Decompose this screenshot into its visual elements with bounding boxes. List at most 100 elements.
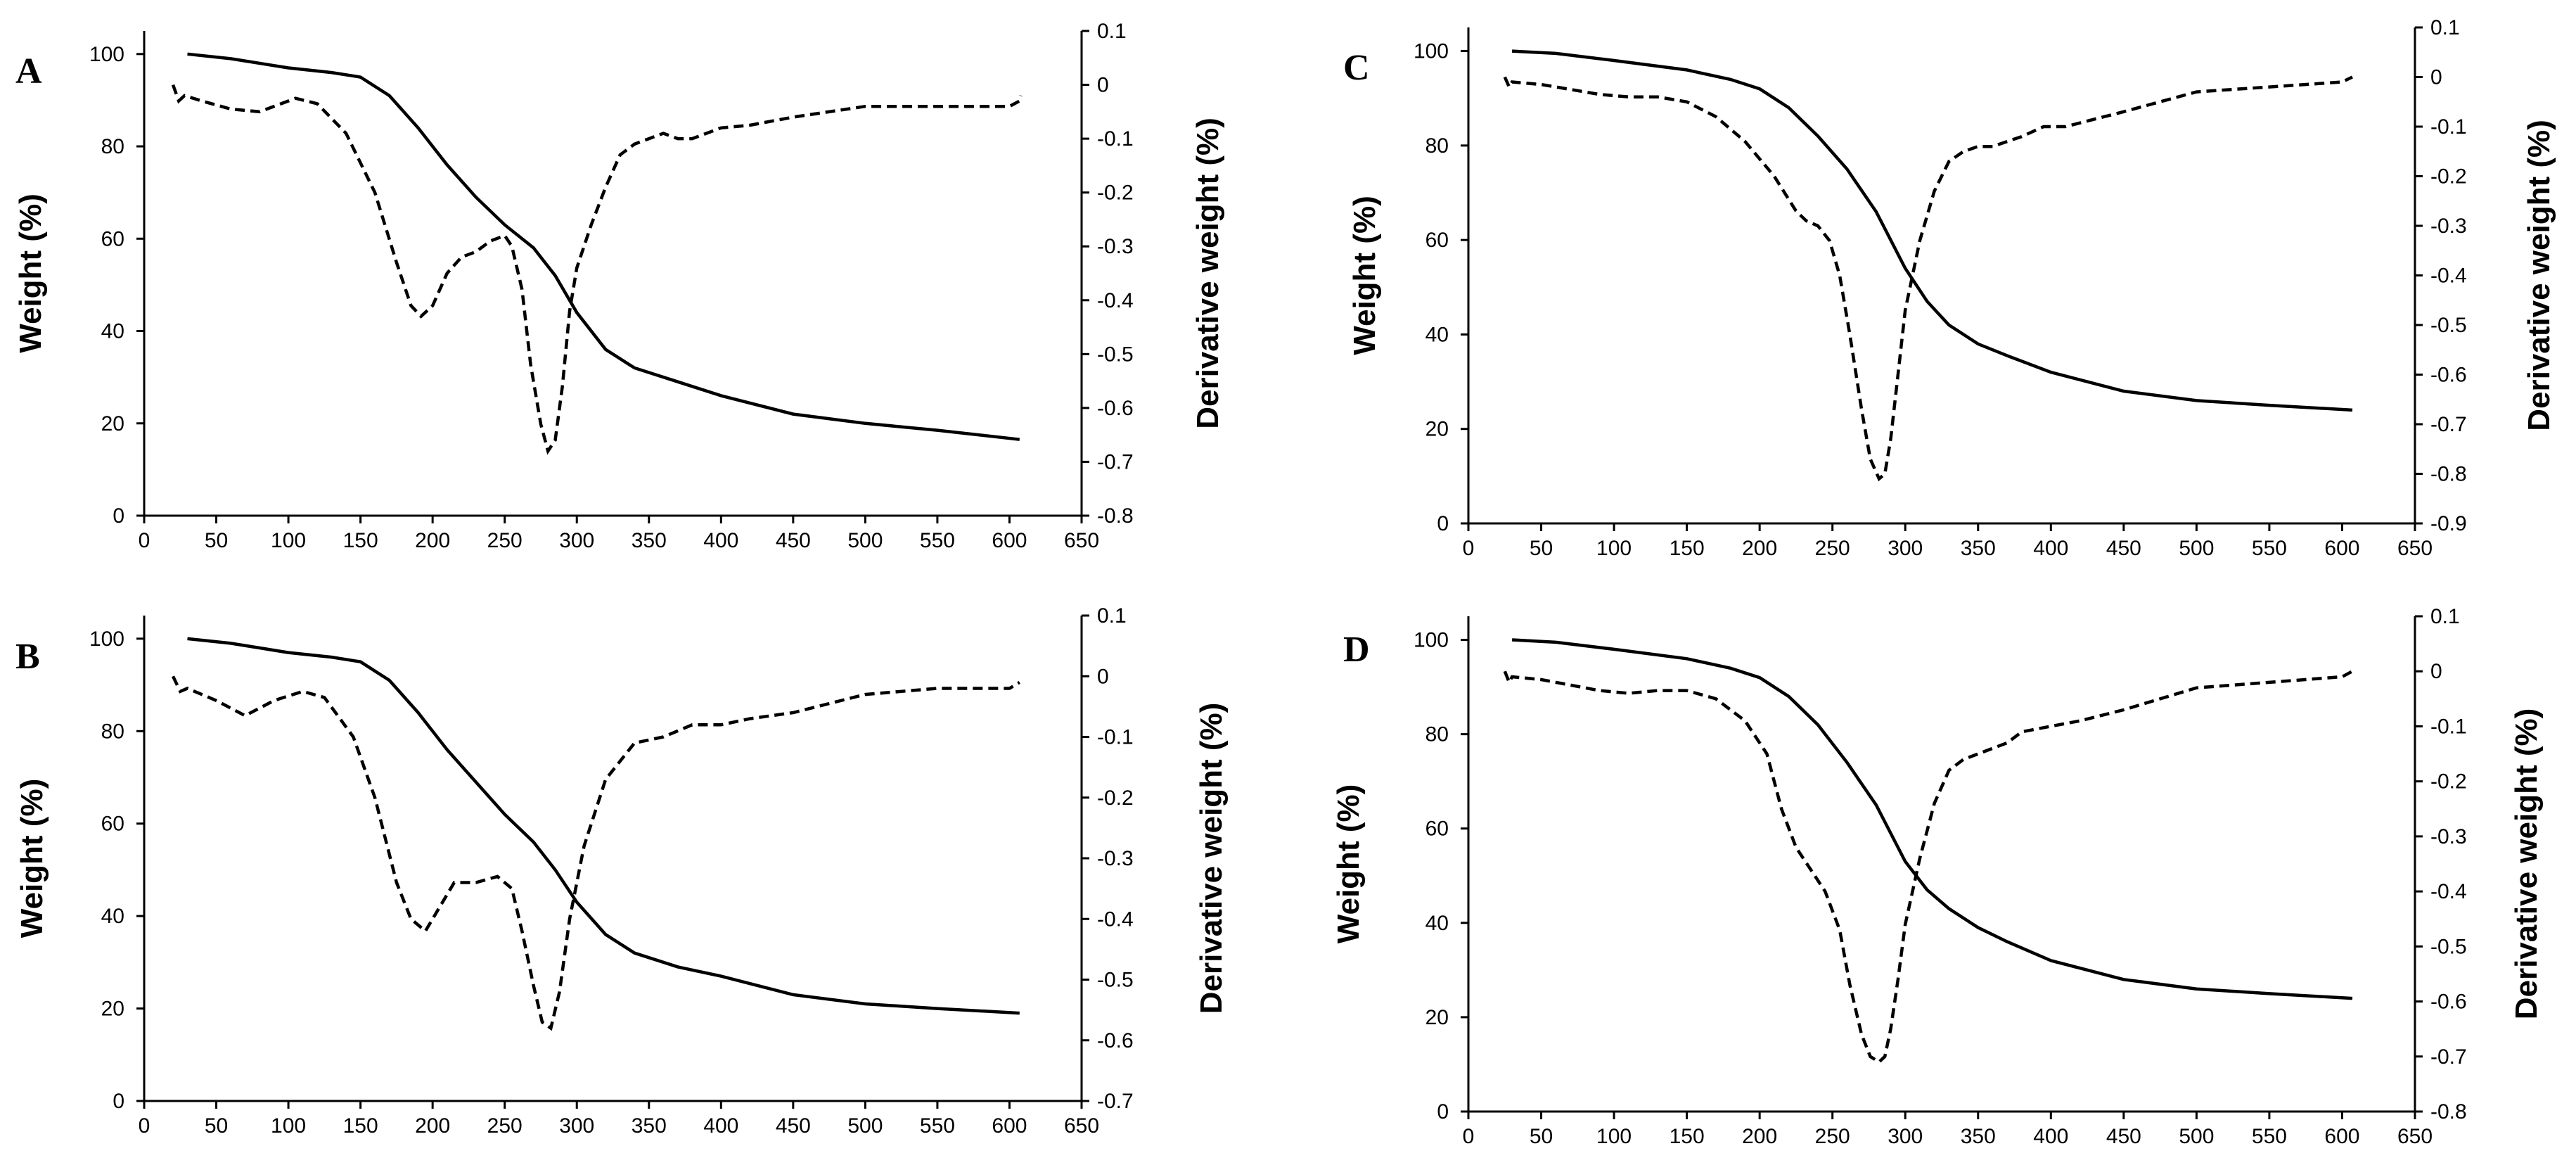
weight-series xyxy=(1511,49,2353,412)
chart-panel-a: A0 50 100 150 200 250 300 350 400 450 500 550 600 650… xyxy=(13,20,1225,552)
y-tick-label: 20 xyxy=(101,412,124,435)
y2-tick-label: -0.7 xyxy=(2430,413,2467,436)
chart-panel-b: B0 50 100 150 200 250 300 350 400 450 500 550 600 650… xyxy=(15,604,1229,1138)
x-tick-label: 550 xyxy=(920,1114,955,1138)
panel-label: C xyxy=(1343,48,1370,88)
y2-tick-label: -0.2 xyxy=(2430,165,2467,189)
y-tick-label: 40 xyxy=(1425,323,1449,346)
derivative-weight-series xyxy=(1503,75,2353,482)
y-tick-label: 0 xyxy=(1437,512,1449,535)
x-tick-label: 450 xyxy=(776,529,811,552)
y2-tick-label: -0.8 xyxy=(1097,504,1134,528)
y2-tick-label: -0.2 xyxy=(1097,182,1134,205)
x-tick-label: 350 xyxy=(632,1114,667,1138)
y2-tick-label: -0.2 xyxy=(2430,770,2467,794)
panel-label: A xyxy=(15,51,42,91)
y2-tick-label: 0 xyxy=(2430,66,2442,89)
y2-tick-label: -0.5 xyxy=(2430,314,2467,337)
panel-label: D xyxy=(1343,630,1370,670)
x-tick-label: 550 xyxy=(920,529,955,552)
y2-tick-label: -0.4 xyxy=(1097,289,1134,312)
y-tick-label: 20 xyxy=(101,998,124,1021)
x-tick-label: 50 xyxy=(1530,537,1553,560)
y-tick-label: 100 xyxy=(89,43,124,66)
x-tick-label: 300 xyxy=(559,529,594,552)
x-tick-label: 250 xyxy=(487,529,523,552)
x-tick-label: 300 xyxy=(1888,537,1923,560)
y-tick-label: 100 xyxy=(1414,629,1449,652)
y2-tick-label: -0.3 xyxy=(2430,215,2467,238)
x-tick-label: 600 xyxy=(992,1114,1027,1138)
y-tick-label: 60 xyxy=(101,813,124,836)
y-tick-label: 0 xyxy=(113,504,124,528)
x-tick-label: 0 xyxy=(1463,1125,1475,1148)
y2-tick-label: -0.4 xyxy=(2430,265,2467,288)
x-tick-label: 400 xyxy=(2033,537,2068,560)
x-tick-label: 100 xyxy=(1596,1125,1632,1148)
derivative-weight-series xyxy=(1503,670,2354,1064)
x-tick-label: 250 xyxy=(1815,537,1850,560)
x-tick-label: 650 xyxy=(1064,529,1099,552)
x-tick-label: 150 xyxy=(1670,1125,1705,1148)
weight-series xyxy=(187,52,1020,441)
weight-series xyxy=(187,637,1020,1015)
y2-tick-label: -0.4 xyxy=(1097,908,1134,931)
y-tick-label: 80 xyxy=(101,720,124,743)
y-tick-label: 60 xyxy=(101,227,124,250)
y2-axis-title: Derivative weight (%) xyxy=(2509,708,2544,1020)
y2-tick-label: -0.3 xyxy=(1097,235,1134,258)
y2-axis-title: Derivative weight (%) xyxy=(2522,120,2556,431)
x-tick-label: 150 xyxy=(343,529,378,552)
y-tick-label: 60 xyxy=(1425,229,1449,252)
x-tick-label: 450 xyxy=(776,1114,811,1138)
derivative-weight-series xyxy=(171,84,1023,455)
y-tick-label: 40 xyxy=(101,905,124,928)
x-tick-label: 50 xyxy=(205,529,228,552)
x-tick-label: 200 xyxy=(415,529,450,552)
y2-tick-label: -0.2 xyxy=(1097,787,1134,810)
x-tick-label: 100 xyxy=(271,529,306,552)
chart-panel-d: D0 50 100 150 200 250 300 350 400 450 500 550 600 650… xyxy=(1331,605,2544,1148)
x-tick-label: 150 xyxy=(343,1114,378,1138)
y2-tick-label: -0.6 xyxy=(2430,991,2467,1014)
y2-tick-label: 0 xyxy=(1097,74,1109,97)
y2-tick-label: -0.1 xyxy=(2430,715,2467,738)
x-tick-label: 300 xyxy=(1888,1125,1923,1148)
y2-tick-label: 0 xyxy=(1097,665,1109,688)
x-tick-label: 650 xyxy=(2397,537,2433,560)
y2-tick-label: 0 xyxy=(2430,660,2442,683)
x-tick-label: 250 xyxy=(487,1114,523,1138)
y2-tick-label: 0.1 xyxy=(2430,605,2460,628)
y2-tick-label: -0.6 xyxy=(2430,364,2467,387)
y2-axis-title: Derivative weight (%) xyxy=(1194,703,1229,1014)
y-tick-label: 20 xyxy=(1425,1006,1449,1029)
y2-tick-label: -0.6 xyxy=(1097,397,1134,420)
y2-tick-label: -0.7 xyxy=(2430,1045,2467,1069)
y2-tick-label: -0.6 xyxy=(1097,1029,1134,1052)
y2-tick-label: -0.5 xyxy=(1097,969,1134,992)
x-tick-label: 150 xyxy=(1670,537,1705,560)
y-axis-title: Weight (%) xyxy=(1347,196,1382,355)
x-tick-label: 350 xyxy=(1961,537,1996,560)
chart-panel-c: C0 50 100 150 200 250 300 350 400 450 500 550 600 650… xyxy=(1343,16,2556,560)
derivative-weight-series xyxy=(171,675,1020,1031)
x-tick-label: 400 xyxy=(703,529,738,552)
x-tick-label: 650 xyxy=(1064,1114,1099,1138)
x-tick-label: 350 xyxy=(632,529,667,552)
y-axis-title: Weight (%) xyxy=(15,779,49,938)
panel-label: B xyxy=(15,637,40,677)
x-tick-label: 550 xyxy=(2252,537,2287,560)
y2-tick-label: 0.1 xyxy=(1097,604,1127,628)
weight-series xyxy=(1511,638,2353,1000)
y-tick-label: 80 xyxy=(101,135,124,158)
y-tick-label: 40 xyxy=(101,320,124,343)
x-tick-label: 50 xyxy=(1530,1125,1553,1148)
x-tick-label: 200 xyxy=(1742,537,1777,560)
x-tick-label: 0 xyxy=(139,529,150,552)
y2-tick-label: -0.1 xyxy=(2430,115,2467,139)
x-tick-label: 200 xyxy=(1742,1125,1777,1148)
y-tick-label: 0 xyxy=(113,1090,124,1113)
x-tick-label: 0 xyxy=(139,1114,150,1138)
y2-tick-label: 0.1 xyxy=(2430,16,2460,39)
x-tick-label: 550 xyxy=(2252,1125,2287,1148)
